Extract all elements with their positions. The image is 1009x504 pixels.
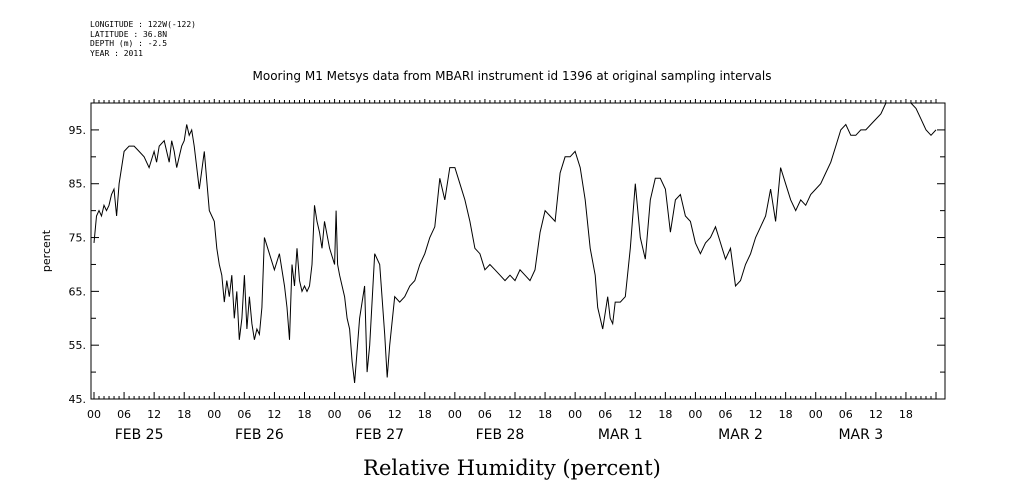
x-day-label: FEB 27 [355,427,404,443]
x-hour-tick-label: 06 [237,408,251,421]
x-hour-tick-label: 12 [508,408,522,421]
x-hour-tick-label: 12 [147,408,161,421]
x-hour-tick-label: 00 [207,408,221,421]
x-hour-tick-label: 18 [658,408,672,421]
x-hour-tick-label: 06 [598,408,612,421]
depth-label: DEPTH (m) : -2.5 [90,39,168,48]
plot-frame [90,102,946,400]
x-hour-tick-label: 00 [809,408,823,421]
x-hour-tick-label: 12 [749,408,763,421]
x-hour-tick-label: 12 [267,408,281,421]
y-axis-label: percent [40,229,53,272]
chart-title: Mooring M1 Metsys data from MBARI instru… [253,69,772,83]
x-hour-tick-label: 18 [298,408,312,421]
x-day-label: FEB 25 [115,427,164,443]
longitude-label: LONGITUDE : 122W(-122) [90,20,196,29]
x-day-label: FEB 28 [476,427,525,443]
x-hour-tick-label: 12 [869,408,883,421]
y-tick-label: 45. [69,393,87,406]
x-hour-tick-label: 00 [87,408,101,421]
x-hour-tick-label: 18 [538,408,552,421]
x-hour-tick-label: 00 [328,408,342,421]
x-hour-tick-label: 06 [358,408,372,421]
x-hour-tick-label: 06 [719,408,733,421]
x-hour-tick-label: 18 [418,408,432,421]
x-axis: 00 06 12 18 FEB 25 00 06 12 18 FEB 26 00 06 12 18 FEB … [87,99,937,443]
x-hour-tick-label: 06 [478,408,492,421]
x-hour-tick-label: 00 [568,408,582,421]
x-day-label: MAR 1 [598,427,643,443]
humidity-series-line [93,102,937,383]
latitude-label: LATITUDE : 36.8N [90,29,168,39]
y-tick-label: 95. [69,124,87,137]
x-day-label: MAR 3 [838,427,883,443]
x-hour-tick-label: 06 [117,408,131,421]
y-tick-label: 65. [69,285,87,298]
x-hour-tick-label: 12 [628,408,642,421]
x-hour-tick-label: 00 [448,408,462,421]
y-tick-label: 55. [69,339,87,352]
x-hour-tick-label: 00 [688,408,702,421]
y-tick-label: 75. [69,232,87,245]
year-label: YEAR : 2011 [90,48,143,58]
metadata-block: LONGITUDE : 122W(-122) LATITUDE : 36.8N … [90,20,196,58]
y-axis: 45. 55. 65. 75. 85. 95. [69,102,945,406]
x-hour-tick-label: 18 [779,408,793,421]
x-hour-tick-label: 06 [839,408,853,421]
x-day-label: FEB 26 [235,427,284,443]
x-axis-label: Relative Humidity (percent) [363,456,661,480]
x-hour-tick-label: 12 [388,408,402,421]
x-day-label: MAR 2 [718,427,763,443]
x-hour-tick-label: 18 [177,408,191,421]
x-hour-tick-label: 18 [899,408,913,421]
y-tick-label: 85. [69,178,87,191]
